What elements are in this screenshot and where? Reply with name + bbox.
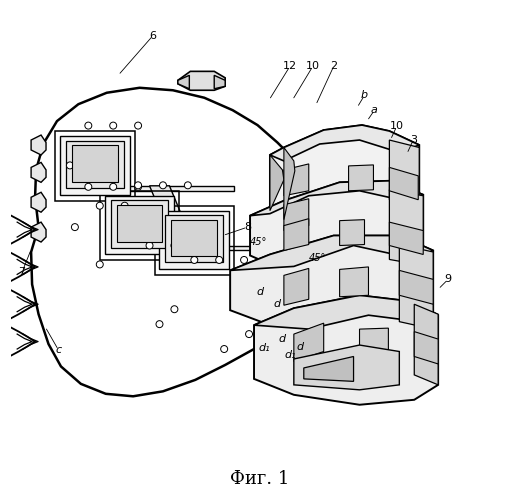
Text: c: c [56,345,61,355]
Circle shape [220,345,228,352]
Circle shape [110,183,116,190]
Text: 45°: 45° [308,253,326,263]
Circle shape [135,182,141,189]
Circle shape [85,122,92,129]
Text: 7: 7 [19,267,25,277]
Polygon shape [389,190,423,265]
Text: 8: 8 [244,222,251,232]
Circle shape [67,162,73,169]
FancyBboxPatch shape [165,215,223,262]
Text: 6: 6 [150,30,157,40]
FancyBboxPatch shape [72,146,118,182]
Circle shape [196,242,203,249]
Text: 45°: 45° [250,237,268,247]
Circle shape [191,256,198,263]
Text: a: a [371,105,378,115]
Text: d: d [274,299,281,309]
FancyBboxPatch shape [60,136,129,195]
Polygon shape [340,220,365,246]
Text: 3: 3 [410,135,417,145]
Circle shape [160,182,166,189]
Polygon shape [270,125,419,230]
Polygon shape [284,199,309,231]
Polygon shape [250,181,423,216]
Text: 9: 9 [445,274,452,284]
Circle shape [96,202,103,209]
Circle shape [71,224,79,231]
Circle shape [121,202,128,209]
FancyBboxPatch shape [172,220,217,256]
FancyBboxPatch shape [105,196,174,254]
Polygon shape [414,332,438,364]
FancyBboxPatch shape [116,205,162,242]
Circle shape [96,261,103,268]
Polygon shape [31,88,312,396]
Circle shape [156,321,163,328]
Polygon shape [389,222,423,254]
Polygon shape [31,162,46,182]
Circle shape [171,306,178,313]
Polygon shape [359,328,388,357]
Polygon shape [31,222,46,242]
Polygon shape [284,148,295,220]
Circle shape [185,182,191,189]
Polygon shape [125,246,254,250]
Circle shape [241,256,248,263]
Polygon shape [150,186,194,246]
Text: d₁: d₁ [284,350,296,360]
Circle shape [171,242,178,249]
Polygon shape [348,165,373,191]
Polygon shape [254,295,438,329]
Text: d: d [296,341,303,351]
Circle shape [146,242,153,249]
Polygon shape [178,71,225,90]
Polygon shape [399,270,433,304]
Text: 2: 2 [330,61,337,71]
FancyBboxPatch shape [160,211,229,269]
Text: d: d [256,287,264,297]
Polygon shape [214,75,225,89]
Polygon shape [254,295,438,405]
Circle shape [110,122,116,129]
Polygon shape [294,345,399,390]
Text: d₁: d₁ [258,343,270,353]
Polygon shape [284,219,309,250]
Polygon shape [389,167,418,200]
Polygon shape [230,236,433,270]
Polygon shape [284,164,309,196]
Polygon shape [230,236,433,344]
FancyBboxPatch shape [66,141,124,188]
Circle shape [135,183,141,190]
Polygon shape [294,323,323,361]
Circle shape [135,122,141,129]
Text: d: d [279,334,286,344]
Polygon shape [178,75,189,89]
Text: Фиг. 1: Фиг. 1 [230,471,290,489]
Polygon shape [31,192,46,212]
Polygon shape [270,125,419,161]
Circle shape [216,256,223,263]
Text: b: b [361,90,368,100]
Text: 10: 10 [390,121,404,131]
Polygon shape [284,268,309,305]
Polygon shape [399,245,433,329]
Polygon shape [250,181,423,280]
FancyBboxPatch shape [111,200,168,248]
Polygon shape [340,267,369,297]
Polygon shape [95,186,234,191]
Polygon shape [389,140,419,206]
Polygon shape [414,304,438,385]
Polygon shape [31,135,46,155]
Text: 10: 10 [306,61,320,71]
Text: 12: 12 [283,61,297,71]
Polygon shape [270,155,284,211]
Circle shape [85,183,92,190]
Polygon shape [304,356,354,381]
Circle shape [245,331,253,338]
